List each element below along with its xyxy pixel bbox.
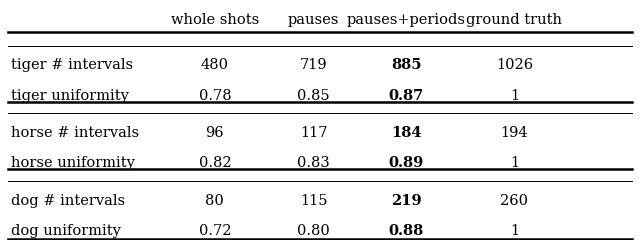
Text: 115: 115 xyxy=(300,194,328,208)
Text: 0.87: 0.87 xyxy=(388,89,424,103)
Text: ground truth: ground truth xyxy=(467,13,563,27)
Text: 0.88: 0.88 xyxy=(388,224,424,238)
Text: horse # intervals: horse # intervals xyxy=(11,126,139,140)
Text: 117: 117 xyxy=(300,126,328,140)
Text: 0.78: 0.78 xyxy=(198,89,231,103)
Text: 1026: 1026 xyxy=(496,59,533,72)
Text: 80: 80 xyxy=(205,194,224,208)
Text: dog uniformity: dog uniformity xyxy=(11,224,121,238)
Text: 885: 885 xyxy=(391,59,421,72)
Text: 0.85: 0.85 xyxy=(298,89,330,103)
Text: tiger # intervals: tiger # intervals xyxy=(11,59,133,72)
Text: pauses+periods: pauses+periods xyxy=(346,13,465,27)
Text: dog # intervals: dog # intervals xyxy=(11,194,125,208)
Text: 0.72: 0.72 xyxy=(198,224,231,238)
Text: whole shots: whole shots xyxy=(171,13,259,27)
Text: 194: 194 xyxy=(500,126,528,140)
Text: 1: 1 xyxy=(510,156,519,170)
Text: tiger uniformity: tiger uniformity xyxy=(11,89,129,103)
Text: 0.83: 0.83 xyxy=(297,156,330,170)
Text: 480: 480 xyxy=(201,59,229,72)
Text: 219: 219 xyxy=(390,194,421,208)
Text: pauses: pauses xyxy=(288,13,339,27)
Text: 719: 719 xyxy=(300,59,328,72)
Text: 1: 1 xyxy=(510,89,519,103)
Text: 0.80: 0.80 xyxy=(297,224,330,238)
Text: 0.82: 0.82 xyxy=(198,156,231,170)
Text: 260: 260 xyxy=(500,194,529,208)
Text: 184: 184 xyxy=(391,126,421,140)
Text: 96: 96 xyxy=(205,126,224,140)
Text: 0.89: 0.89 xyxy=(388,156,424,170)
Text: horse uniformity: horse uniformity xyxy=(11,156,135,170)
Text: 1: 1 xyxy=(510,224,519,238)
